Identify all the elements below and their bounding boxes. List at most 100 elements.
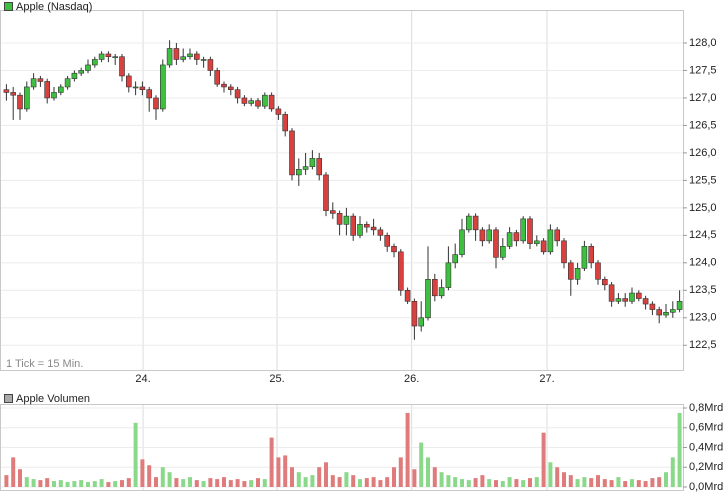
candle-body: [71, 72, 78, 80]
candle-body: [445, 262, 452, 288]
candle-body: [57, 86, 64, 93]
candle-body: [642, 298, 649, 305]
candle-body: [459, 229, 465, 255]
volume-bar: [330, 475, 335, 487]
y-tick-label: 122,5: [689, 339, 717, 351]
candle-body: [187, 53, 193, 58]
volume-bar: [371, 477, 376, 487]
candle-body: [255, 100, 261, 107]
candle-body: [146, 89, 152, 99]
volume-bar: [38, 480, 43, 487]
volume-bar: [446, 475, 451, 487]
candle-body: [139, 86, 146, 90]
volume-bar: [65, 482, 70, 487]
candle-body: [282, 114, 289, 132]
candle-body: [479, 229, 486, 242]
candle-body: [214, 70, 220, 85]
candle-body: [105, 53, 112, 58]
volume-bar: [113, 481, 118, 487]
y-tick-label: 0,6Mrd: [689, 422, 723, 434]
volume-bar: [79, 480, 84, 487]
candle-body: [533, 240, 540, 244]
candle-body: [30, 78, 37, 88]
y-tick-label: 0,0Mrd: [689, 481, 723, 493]
volume-bar: [378, 480, 383, 487]
candle-body: [601, 279, 608, 286]
candle-body: [261, 94, 268, 107]
annotation: 1 Tick = 15 Min.: [6, 358, 83, 370]
candle-body: [37, 78, 44, 82]
candle-body: [622, 298, 629, 302]
candle-body: [160, 64, 166, 110]
volume-bar: [242, 481, 247, 487]
volume-title: Apple Volumen: [16, 393, 90, 405]
volume-bar: [657, 477, 662, 487]
volume-bar: [385, 477, 390, 487]
candle-body: [126, 75, 132, 88]
volume-bar: [507, 477, 512, 487]
volume-bar: [215, 479, 220, 487]
candle-body: [51, 92, 57, 99]
volume-bar: [453, 477, 458, 487]
candle-body: [363, 224, 370, 228]
candle-body: [567, 262, 574, 280]
volume-bar: [548, 462, 553, 487]
candle-body: [194, 53, 200, 60]
volume-bar: [99, 479, 104, 487]
volume-bar: [677, 412, 682, 487]
candle-body: [10, 92, 16, 96]
candle-body: [499, 246, 506, 258]
volume-bar: [45, 478, 50, 487]
volume-bar: [228, 480, 233, 487]
candle-body: [98, 53, 105, 60]
volume-bar: [351, 475, 356, 487]
volume-bar: [92, 481, 97, 487]
candle-body: [221, 83, 227, 88]
volume-bar: [324, 462, 328, 487]
candle-body: [452, 254, 459, 264]
candle-body: [207, 59, 214, 71]
volume-bar: [188, 477, 192, 487]
volume-bar: [235, 479, 240, 487]
volume-bar: [52, 481, 56, 487]
volume-bar: [562, 472, 566, 487]
volume-bar: [602, 479, 607, 487]
candle-body: [635, 292, 642, 299]
volume-bar: [133, 422, 138, 487]
candle-body: [302, 166, 309, 170]
candle-body: [527, 218, 533, 244]
volume-bar: [120, 480, 124, 487]
volume-bar: [460, 479, 464, 487]
volume-bar: [276, 457, 281, 487]
volume-bar: [364, 478, 369, 487]
volume-bar: [31, 479, 36, 487]
y-tick-label: 0,4Mrd: [689, 441, 723, 453]
candle-body: [588, 246, 595, 264]
x-tick-label: 27.: [539, 373, 554, 385]
candle-body: [595, 262, 601, 280]
volume-bar: [86, 482, 90, 487]
y-tick-label: 126,5: [689, 119, 717, 131]
volume-bar: [487, 479, 492, 487]
volume-bar: [412, 469, 417, 487]
candle-body: [540, 240, 547, 253]
volume-bar: [426, 457, 430, 487]
candle-body: [200, 59, 207, 61]
candle-body: [649, 303, 656, 310]
candle-body: [397, 251, 404, 291]
candle-body: [17, 94, 23, 110]
x-tick-label: 26.: [404, 373, 419, 385]
volume-bar: [528, 478, 532, 487]
volume-bar: [466, 480, 471, 487]
volume-bar: [521, 480, 526, 487]
candle-body: [629, 292, 635, 302]
price-pane: [0, 10, 684, 371]
volume-bar: [11, 457, 16, 487]
candle-body: [404, 290, 411, 302]
volume-bar: [126, 478, 131, 487]
volume-bar: [296, 472, 301, 487]
candle-body: [166, 48, 173, 66]
volume-bar: [181, 479, 186, 487]
y-tick-label: 123,0: [689, 312, 717, 324]
